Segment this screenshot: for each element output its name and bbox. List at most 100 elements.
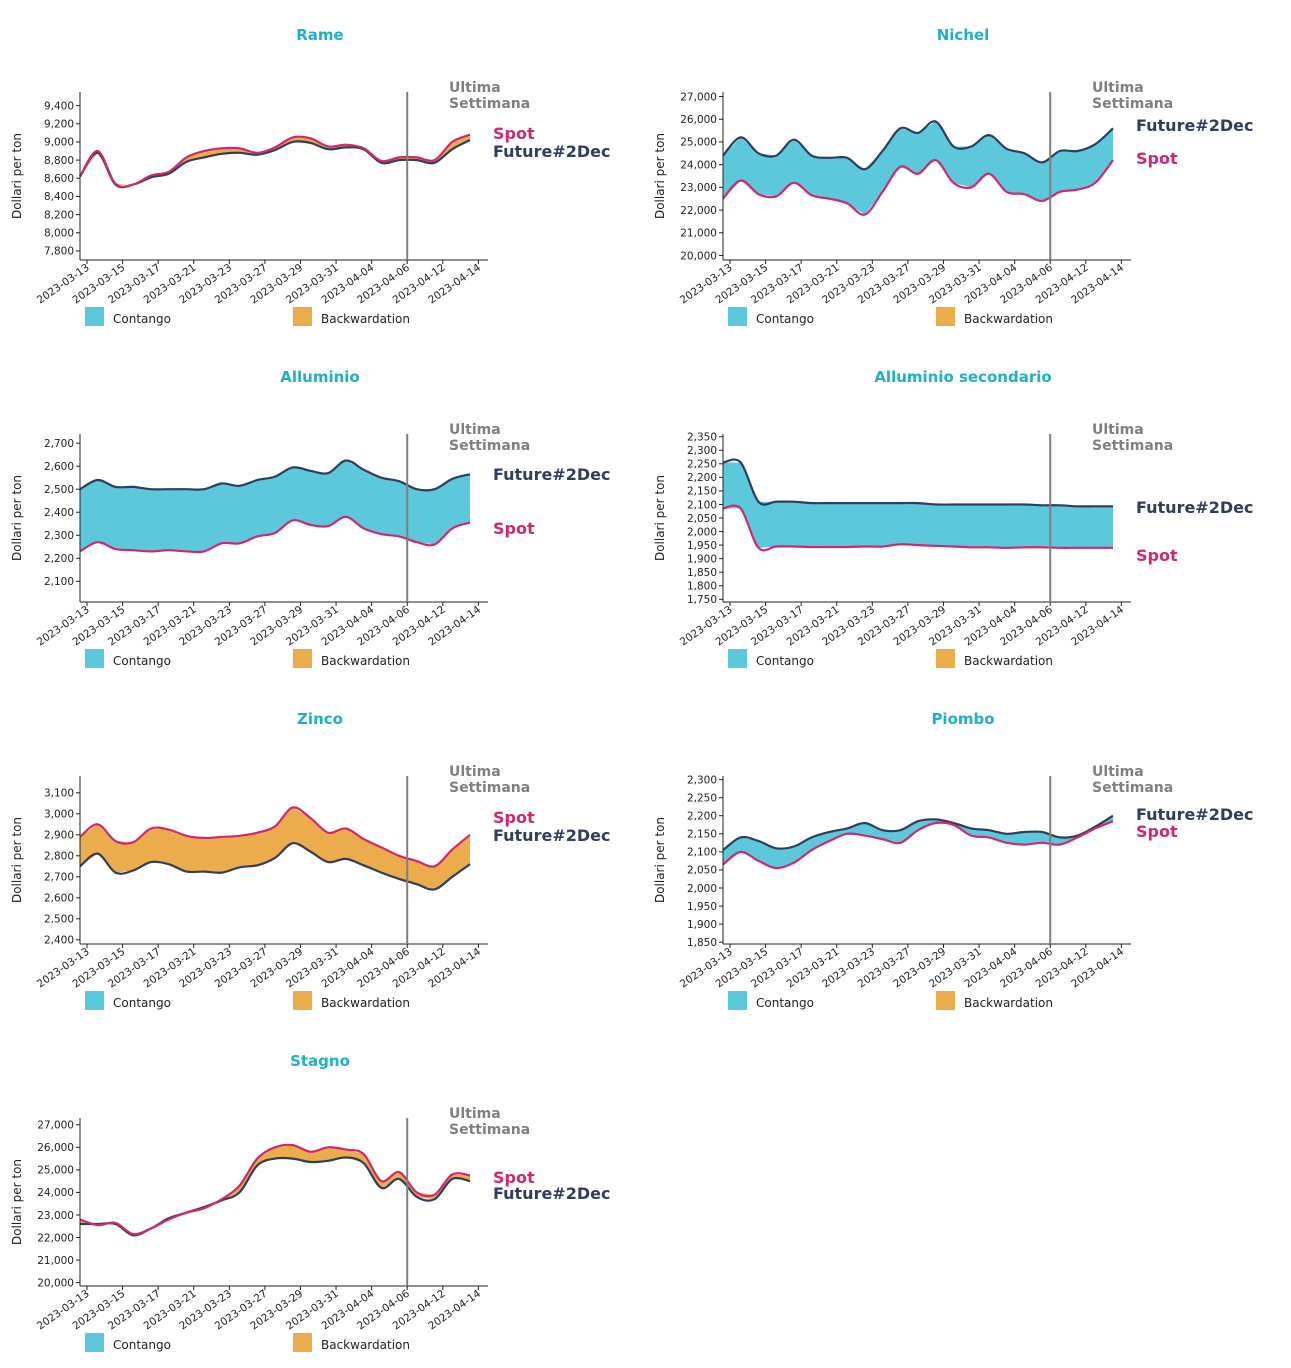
chart-title: Alluminio <box>280 368 359 386</box>
chart-panel-nichel: Nichel Dollari per ton 20,000 21,000 22,000 2… <box>643 0 1288 342</box>
last-week-label: Settimana <box>1092 96 1173 112</box>
spot-label: Spot <box>493 1168 535 1187</box>
last-week-label: Settimana <box>1092 780 1173 796</box>
y-tick-label: 8,800 <box>44 155 74 167</box>
y-tick-label: 2,250 <box>687 459 717 471</box>
chart-panel-piombo: Piombo Dollari per ton 1,850 1,900 1,950 2,00… <box>643 684 1288 1026</box>
y-tick-label: 8,000 <box>44 228 74 240</box>
chart-panel-alluminio-secondario: Alluminio secondario Dollari per ton 1,750… <box>643 342 1288 684</box>
chart-title: Piombo <box>931 710 994 728</box>
future-line <box>79 842 471 891</box>
future-line <box>79 1156 471 1237</box>
last-week-label: Settimana <box>449 780 530 796</box>
future-label: Future#2Dec <box>493 142 610 161</box>
chart-svg-nichel: Nichel Dollari per ton 20,000 21,000 22,000 2… <box>653 26 1253 326</box>
y-tick-label: 2,400 <box>44 507 74 519</box>
last-week-label: Ultima <box>449 1106 501 1122</box>
legend-label-backwardation: Backwardation <box>964 996 1053 1010</box>
chart-panel-zinco: Zinco Dollari per ton 2,400 2,500 2,600 2,700… <box>0 684 645 1026</box>
chart-title: Stagno <box>290 1052 350 1070</box>
y-tick-label: 9,400 <box>44 100 74 112</box>
last-week-label: Settimana <box>1092 438 1173 454</box>
legend-label-backwardation: Backwardation <box>321 654 410 668</box>
y-tick-label: 24,000 <box>680 159 717 171</box>
y-tick-label: 2,050 <box>687 513 717 525</box>
y-tick-label: 21,000 <box>680 228 717 240</box>
contango-area <box>80 460 470 552</box>
y-tick-label: 21,000 <box>37 1255 74 1267</box>
y-tick-label: 1,750 <box>687 594 717 606</box>
y-tick-label: 8,200 <box>44 209 74 221</box>
y-tick-label: 22,000 <box>680 205 717 217</box>
y-tick-label: 1,900 <box>687 919 717 931</box>
y-tick-label: 2,600 <box>44 461 74 473</box>
last-week-label: Ultima <box>1092 764 1144 780</box>
y-tick-label: 1,950 <box>687 540 717 552</box>
legend-swatch-backwardation <box>936 307 955 326</box>
y-tick-label: 2,400 <box>44 935 74 947</box>
y-tick-label: 2,350 <box>687 432 717 444</box>
future-line <box>79 139 471 189</box>
chart-svg-zinco: Zinco Dollari per ton 2,400 2,500 2,600 2,700… <box>10 710 610 1010</box>
legend-swatch-backwardation <box>293 649 312 668</box>
legend-swatch-contango <box>85 1333 104 1352</box>
y-tick-label: 2,200 <box>687 811 717 823</box>
y-tick-label: 1,950 <box>687 901 717 913</box>
y-tick-label: 20,000 <box>37 1277 74 1289</box>
spot-label: Spot <box>1136 546 1178 565</box>
y-tick-label: 3,000 <box>44 809 74 821</box>
contango-area <box>723 462 1113 548</box>
spot-label: Spot <box>493 808 535 827</box>
spot-line <box>722 504 1113 552</box>
legend-label-backwardation: Backwardation <box>321 996 410 1010</box>
spot-label: Spot <box>1136 822 1178 841</box>
chart-panel-stagno: Stagno Dollari per ton 20,000 21,000 22,000 2… <box>0 1026 645 1368</box>
y-tick-label: 2,300 <box>687 445 717 457</box>
legend-swatch-backwardation <box>293 1333 312 1352</box>
y-tick-label: 2,200 <box>44 553 74 565</box>
last-week-label: Settimana <box>449 1122 530 1138</box>
last-week-label: Ultima <box>1092 422 1144 438</box>
legend-swatch-backwardation <box>936 649 955 668</box>
y-axis-label: Dollari per ton <box>653 133 667 219</box>
y-tick-label: 24,000 <box>37 1187 74 1199</box>
y-tick-label: 2,100 <box>687 499 717 511</box>
y-tick-label: 2,000 <box>687 883 717 895</box>
y-tick-label: 2,500 <box>44 484 74 496</box>
legend-label-contango: Contango <box>113 312 171 326</box>
legend-label-backwardation: Backwardation <box>964 654 1053 668</box>
y-tick-label: 7,800 <box>44 246 74 258</box>
y-tick-label: 26,000 <box>680 114 717 126</box>
y-tick-label: 8,600 <box>44 173 74 185</box>
y-tick-label: 3,100 <box>44 788 74 800</box>
chart-svg-alluminio: Alluminio Dollari per ton 2,100 2,200 2,300 2… <box>10 368 610 668</box>
spot-line <box>722 158 1114 216</box>
y-tick-label: 26,000 <box>37 1142 74 1154</box>
y-axis-label: Dollari per ton <box>653 817 667 903</box>
legend-swatch-contango <box>728 649 747 668</box>
spot-label: Spot <box>1136 149 1178 168</box>
y-tick-label: 2,150 <box>687 486 717 498</box>
chart-title: Nichel <box>937 26 990 44</box>
y-tick-label: 2,100 <box>687 847 717 859</box>
legend-label-contango: Contango <box>756 654 814 668</box>
future-label: Future#2Dec <box>493 465 610 484</box>
chart-svg-piombo: Piombo Dollari per ton 1,850 1,900 1,950 2,00… <box>653 710 1253 1010</box>
y-tick-label: 2,000 <box>687 526 717 538</box>
y-tick-label: 27,000 <box>37 1120 74 1132</box>
future-label: Future#2Dec <box>493 826 610 845</box>
contango-area <box>723 121 1113 215</box>
y-tick-label: 1,850 <box>687 937 717 949</box>
chart-panel-alluminio: Alluminio Dollari per ton 2,100 2,200 2,300 2… <box>0 342 645 684</box>
chart-svg-rame: Rame Dollari per ton 7,800 8,000 8,200 8,400 8… <box>10 26 610 326</box>
y-tick-label: 23,000 <box>37 1210 74 1222</box>
spot-line <box>79 1143 471 1236</box>
spot-line <box>79 806 471 868</box>
future-line <box>79 459 471 492</box>
last-week-label: Ultima <box>449 422 501 438</box>
y-axis-label: Dollari per ton <box>10 1159 24 1245</box>
future-label: Future#2Dec <box>1136 498 1253 517</box>
last-week-label: Ultima <box>1092 80 1144 96</box>
legend-swatch-backwardation <box>293 991 312 1010</box>
y-axis-label: Dollari per ton <box>10 475 24 561</box>
